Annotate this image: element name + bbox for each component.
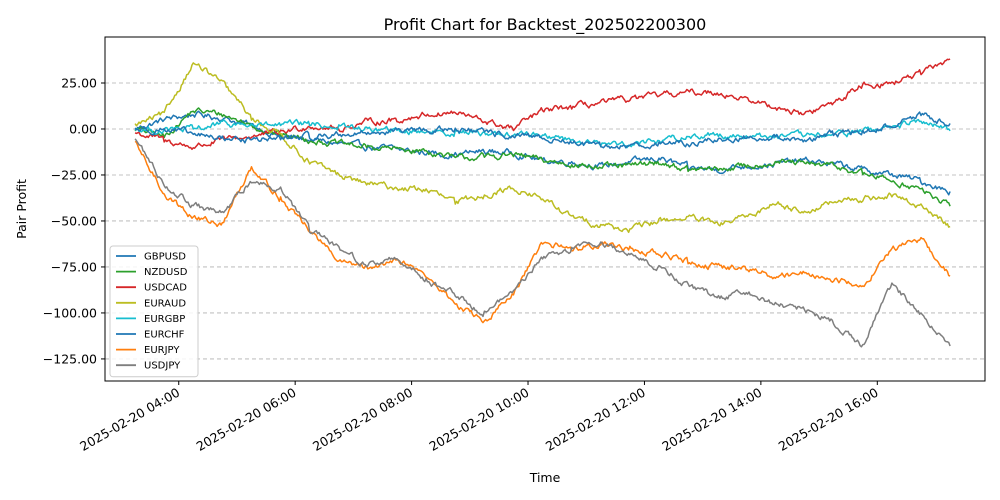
x-tick-label: 2025-02-20 10:00 (426, 385, 531, 454)
y-tick-label: 0.00 (69, 121, 97, 136)
legend-label-eurjpy: EURJPY (144, 345, 180, 356)
x-tick-label: 2025-02-20 08:00 (310, 385, 415, 454)
legend: GBPUSD NZDUSD USDCAD EURAUD EURGBP EURCHF EURJ… (109, 245, 199, 378)
y-tick-label: −125.00 (43, 351, 97, 366)
series-line-nzdusd (134, 107, 951, 207)
legend-label-usdcad: USDCAD (144, 283, 187, 294)
x-tick-label: 2025-02-20 14:00 (659, 385, 764, 454)
y-tick-label: −50.00 (51, 213, 97, 228)
series-line-eurgbp (134, 118, 951, 149)
y-tick-label: −25.00 (51, 167, 97, 182)
x-axis-title: Time (529, 470, 561, 485)
series-line-eurchf (134, 111, 951, 150)
chart-title: Profit Chart for Backtest_202502200300 (384, 15, 707, 35)
x-tick-label: 2025-02-20 06:00 (194, 385, 299, 454)
y-tick-label: −75.00 (51, 259, 97, 274)
legend-label-euraud: EURAUD (144, 298, 186, 309)
legend-label-eurgbp: EURGBP (144, 314, 185, 325)
x-tick-label: 2025-02-20 12:00 (543, 385, 648, 454)
y-tick-label: −100.00 (43, 305, 97, 320)
legend-label-eurchf: EURCHF (144, 330, 185, 341)
series-line-usdcad (134, 58, 951, 151)
series-line-euraud (134, 62, 951, 234)
y-axis-title: Pair Profit (14, 179, 29, 239)
legend-label-nzdusd: NZDUSD (144, 267, 188, 278)
x-tick-label: 2025-02-20 04:00 (77, 385, 182, 454)
y-tick-label: 25.00 (61, 75, 97, 90)
series-line-eurjpy (134, 140, 951, 324)
x-tick-label: 2025-02-20 16:00 (776, 385, 881, 454)
y-axis: 25.00 0.00 −25.00 −50.00 −75.00 −100.00 −125.0… (43, 75, 105, 366)
series-line-usdjpy (134, 138, 951, 348)
plot-frame (104, 36, 986, 382)
legend-box (109, 245, 199, 378)
series-lines (134, 58, 951, 348)
legend-label-usdjpy: USDJPY (144, 361, 181, 372)
legend-label-gbpusd: GBPUSD (144, 252, 186, 263)
x-axis: 2025-02-20 04:00 2025-02-20 06:00 2025-02-… (77, 381, 881, 454)
